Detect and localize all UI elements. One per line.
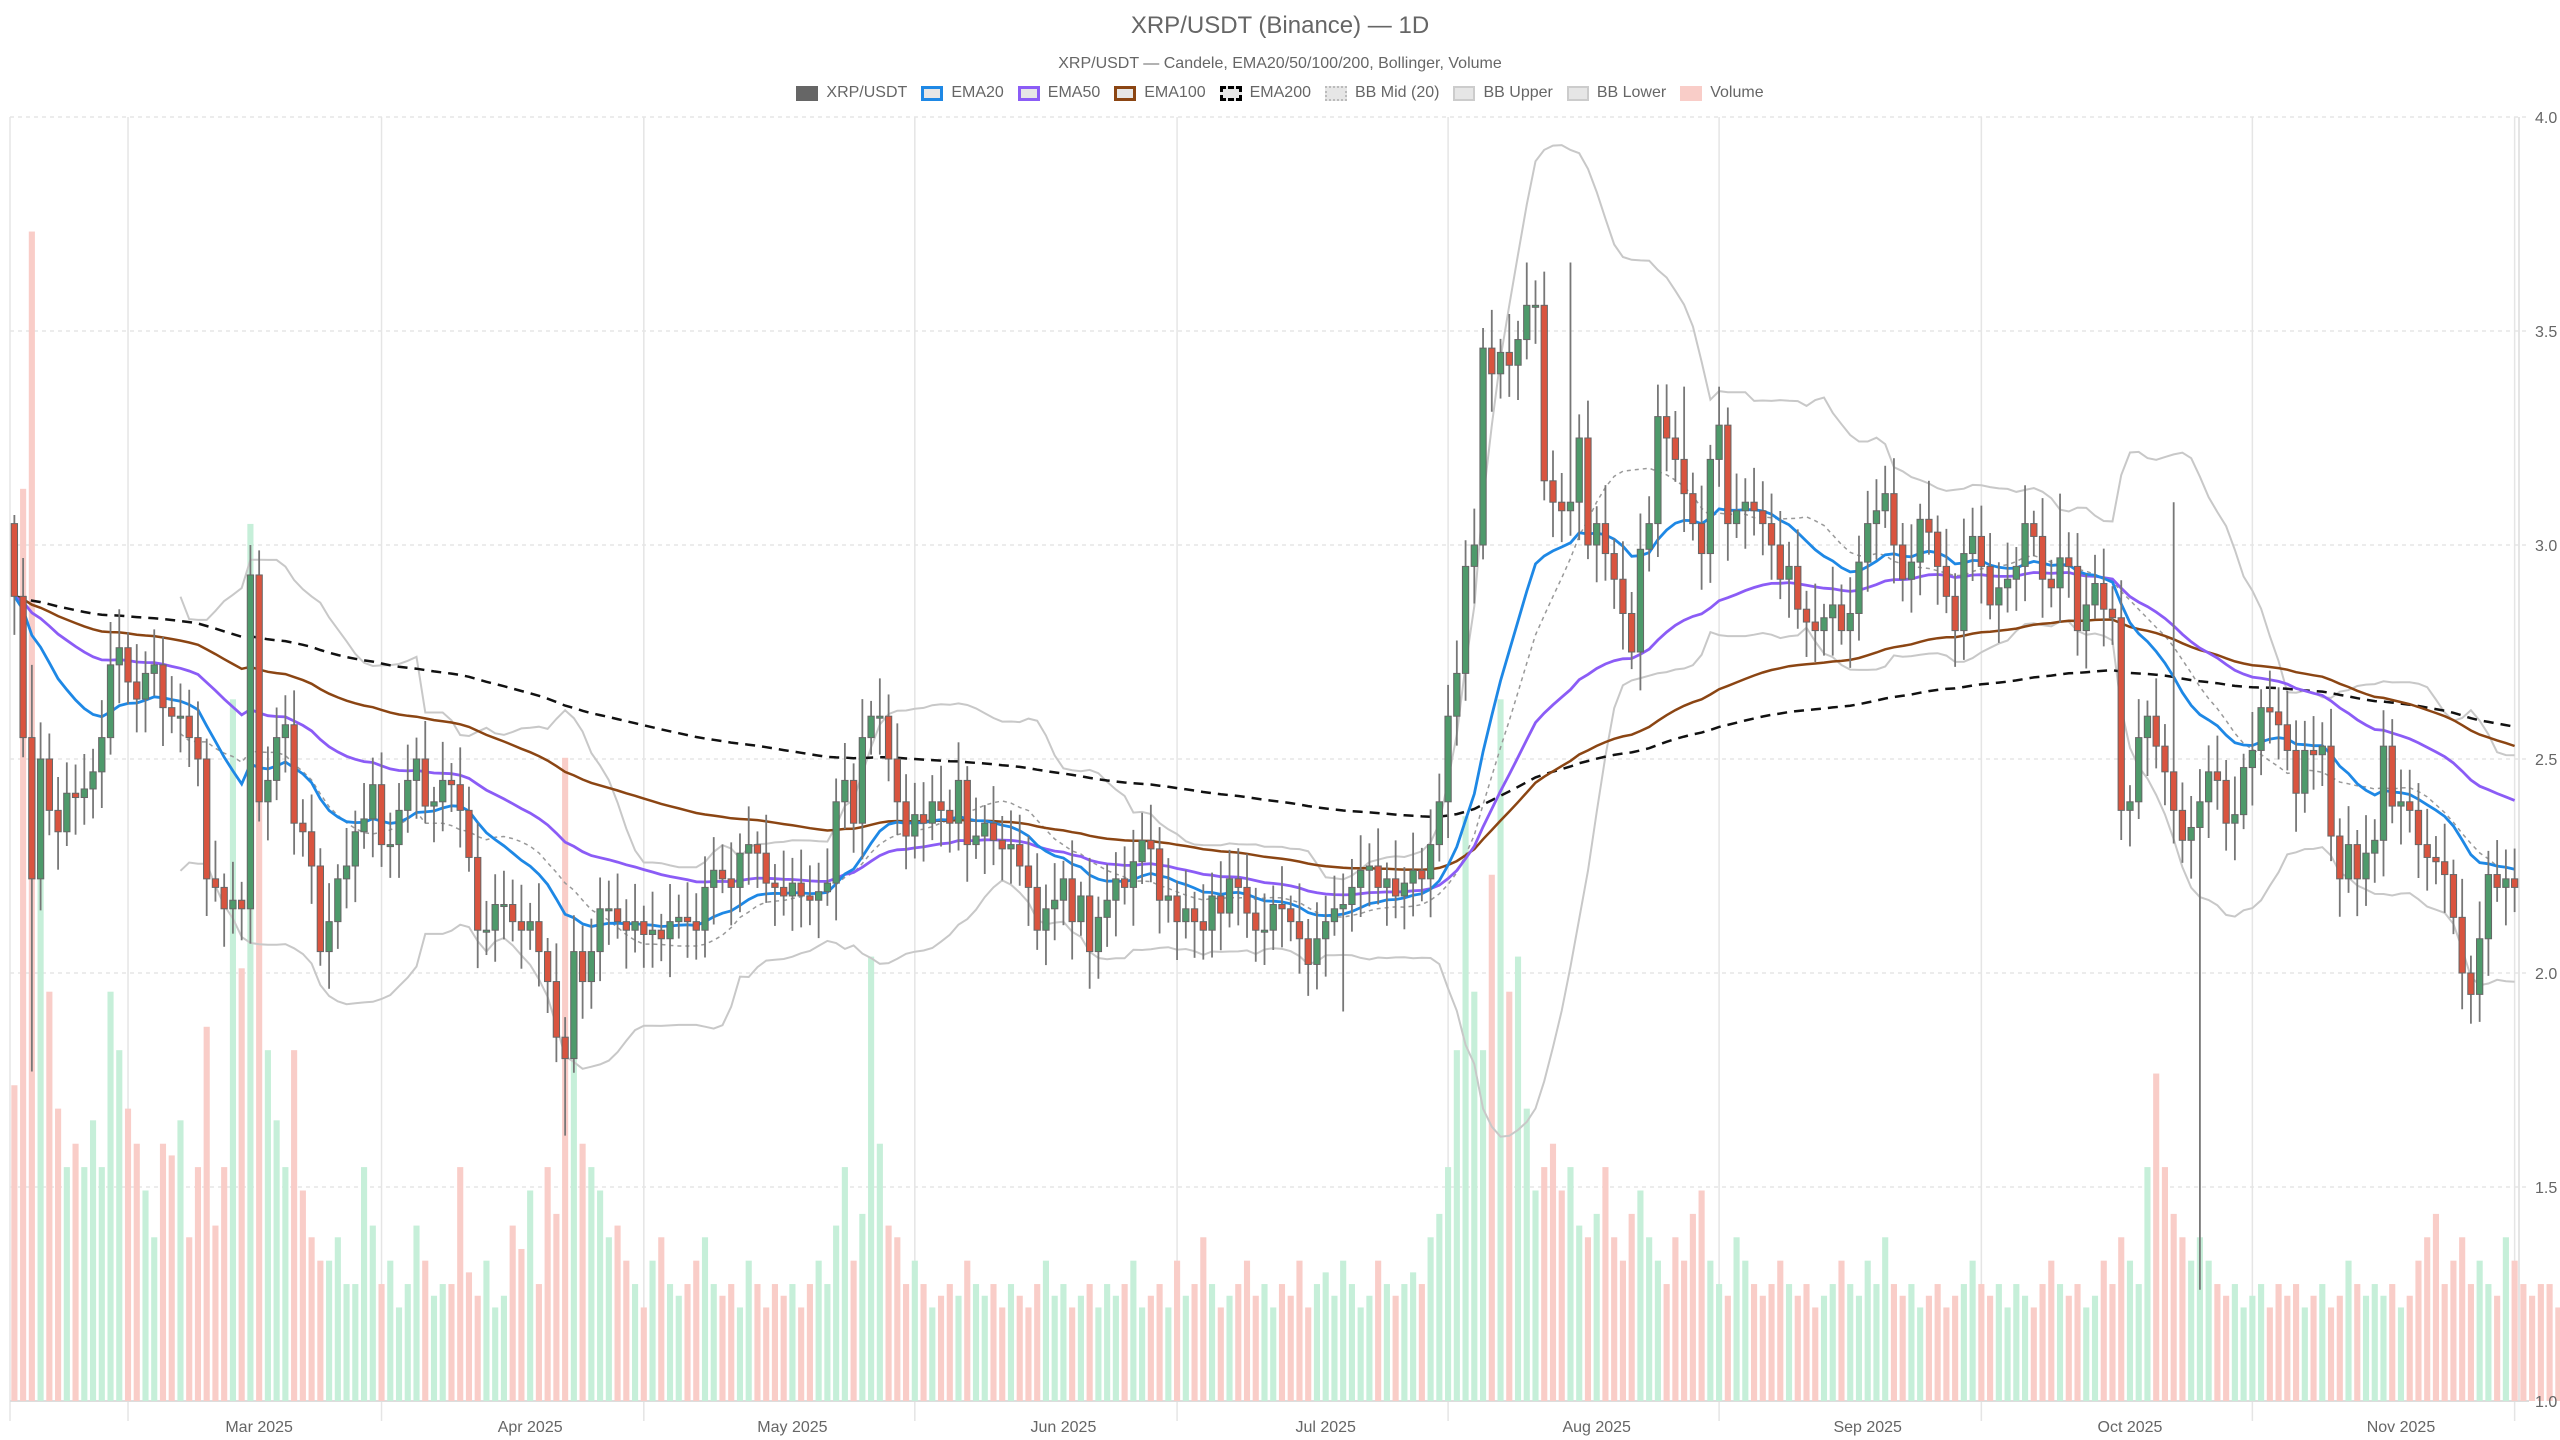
y-tick-label: 3.0 [2535,538,2557,555]
x-tick-label: Mar 2025 [225,1419,293,1436]
bb-lower-line [179,620,2515,1138]
legend-swatch-icon [1566,85,1589,101]
legend-label: Volume [1710,84,1764,101]
legend-label: BB Mid (20) [1355,84,1440,101]
legend-item-ema20[interactable]: EMA20 [921,84,1004,102]
legend-item-bb-lower[interactable]: BB Lower [1566,84,1667,102]
legend-item-volume[interactable]: Volume [1680,84,1764,102]
volume-bars [11,231,2560,1402]
legend-swatch-icon [1453,85,1476,101]
legend-label: EMA200 [1249,84,1311,101]
legend-swatch-icon [921,85,944,101]
chart-title: XRP/USDT (Binance) — 1D [1130,12,1430,39]
legend-item-bb-mid-20[interactable]: BB Mid (20) [1325,84,1439,102]
legend-label: EMA20 [951,84,1004,101]
legend-item-ema200[interactable]: EMA200 [1219,84,1311,102]
legend-label: BB Lower [1596,84,1667,101]
y-tick-label: 1.0 [2535,1394,2557,1411]
legend-swatch-icon [1219,85,1242,101]
x-tick-label: Nov 2025 [2367,1419,2436,1436]
legend-item-xrp-usdt[interactable]: XRP/USDT [796,84,907,102]
x-tick-label: Aug 2025 [1562,1419,1631,1436]
price-candles [10,262,2519,1290]
legend-item-bb-upper[interactable]: BB Upper [1453,84,1553,102]
bb-mid-line [180,467,2515,947]
legend-label: XRP/USDT [826,84,908,101]
ema100-line [14,595,2515,872]
x-tick-label: Oct 2025 [2098,1419,2163,1436]
x-tick-label: Apr 2025 [498,1419,563,1436]
ema200-line [14,595,2515,818]
y-tick-label: 2.5 [2535,752,2557,769]
grid-lines [9,116,2529,1421]
y-tick-label: 1.5 [2535,1180,2557,1197]
y-tick-label: 3.5 [2535,324,2557,341]
legend-label: BB Upper [1483,84,1553,101]
legend-label: EMA100 [1144,84,1206,101]
legend-swatch-icon [796,85,819,101]
x-tick-label: Sep 2025 [1833,1419,1902,1436]
chart-subtitle: XRP/USDT — Candele, EMA20/50/100/200, Bo… [1058,55,1502,72]
legend-swatch-icon [1680,85,1703,101]
x-tick-label: May 2025 [757,1419,827,1436]
axes: 4.0 3.5 3.0 2.5 2.0 1.5 1.0 Mar 2025 Apr 2025 May… [225,110,2557,1436]
x-tick-label: Jun 2025 [1031,1419,1097,1436]
legend-swatch-icon [1325,85,1347,101]
legend-swatch-icon [1114,85,1137,101]
x-tick-label: Jul 2025 [1295,1419,1356,1436]
y-tick-label: 4.0 [2535,110,2557,127]
chart-legend: XRP/USDT EMA20 EMA50 EMA100 EMA200 BB Mid (20… [0,84,2560,102]
bollinger-bands [179,144,2515,1138]
legend-label: EMA50 [1047,84,1101,101]
legend-item-ema50[interactable]: EMA50 [1017,84,1101,102]
bb-upper-line [179,144,2515,881]
legend-swatch-icon [1017,85,1040,101]
y-tick-label: 2.0 [2535,966,2557,983]
legend-item-ema100[interactable]: EMA100 [1114,84,1206,102]
